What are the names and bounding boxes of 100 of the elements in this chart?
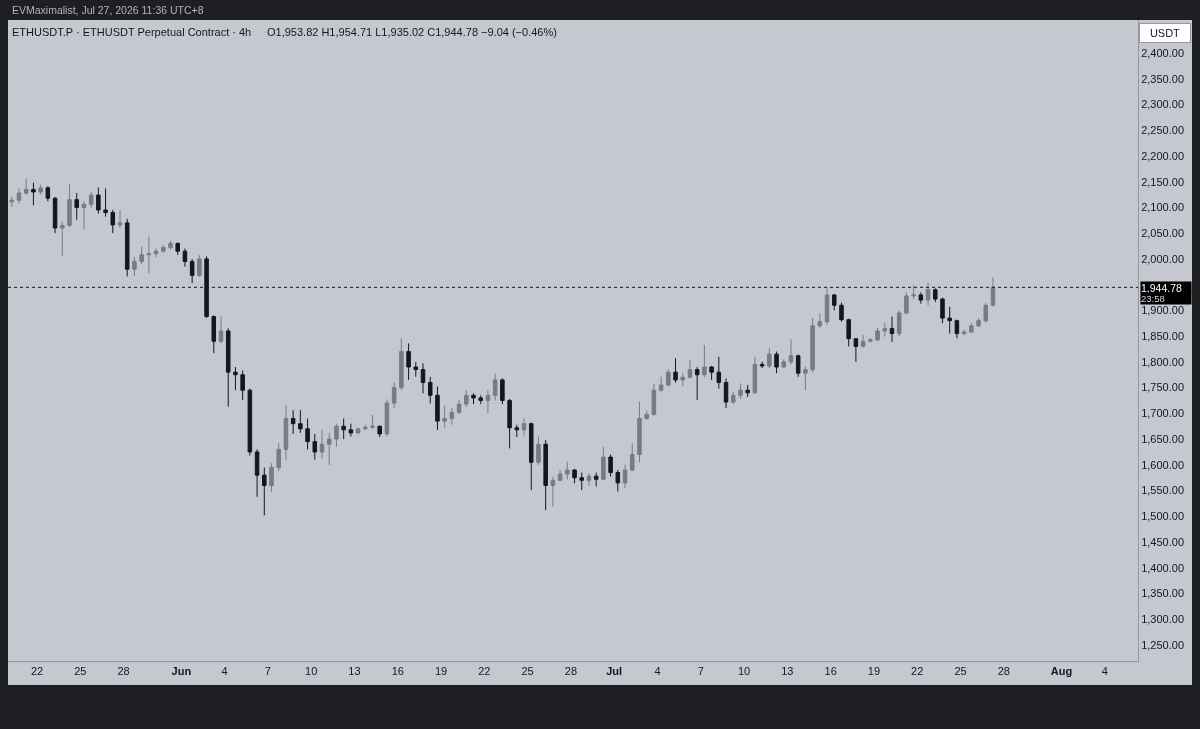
y-tick-label: 2,200.00 — [1141, 149, 1185, 162]
candlestick — [500, 377, 505, 405]
x-tick-label: 19 — [434, 665, 448, 678]
y-tick-label: 1,750.00 — [1141, 381, 1185, 394]
x-tick-label: 28 — [997, 665, 1010, 678]
candlestick — [536, 436, 541, 466]
y-tick-label: 1,850.00 — [1141, 329, 1185, 342]
candlestick — [435, 386, 440, 431]
candlestick — [846, 318, 851, 347]
candlestick — [74, 192, 79, 221]
y-tick-label: 1,550.00 — [1141, 484, 1185, 497]
candlestick — [651, 382, 657, 417]
candlestick — [882, 322, 888, 338]
candlestick — [637, 401, 642, 463]
candlestick — [673, 357, 678, 383]
candlestick — [507, 398, 512, 449]
candlestick — [622, 464, 628, 489]
x-tick-label: 22 — [30, 665, 44, 678]
candlestick — [572, 468, 577, 484]
candlestick — [839, 302, 844, 323]
candlestick — [377, 425, 382, 438]
candlestick — [60, 221, 65, 257]
candlestick — [824, 286, 830, 326]
candlestick — [197, 254, 202, 278]
x-tick-label: 10 — [305, 665, 318, 678]
candlestick — [341, 418, 346, 440]
candlestick — [225, 327, 231, 408]
candlestick — [312, 433, 318, 461]
candlestick — [565, 461, 570, 480]
x-tick-label: 19 — [867, 665, 881, 678]
candlestick — [550, 476, 556, 508]
y-tick-label: 2,000.00 — [1141, 252, 1185, 265]
y-tick-label: 1,600.00 — [1141, 458, 1185, 471]
candlestick — [413, 361, 419, 378]
candlestick — [132, 256, 137, 277]
x-tick-label: 25 — [954, 665, 967, 678]
y-tick-label: 2,400.00 — [1141, 46, 1185, 59]
candlestick — [593, 472, 599, 487]
candlestick — [868, 337, 873, 343]
candlestick — [860, 334, 866, 348]
x-tick-label: 28 — [117, 665, 130, 678]
candlestick — [709, 365, 714, 381]
y-tick-label: 1,300.00 — [1141, 613, 1185, 626]
y-tick-label: 2,150.00 — [1141, 175, 1185, 188]
candlestick — [103, 187, 108, 218]
candlestick — [189, 258, 195, 284]
candlestick — [601, 446, 606, 481]
candlestick — [168, 240, 173, 251]
candlestick — [586, 472, 592, 486]
y-tick-label: 2,300.00 — [1141, 98, 1185, 111]
x-tick-label: Aug — [1050, 665, 1073, 678]
candlestick — [218, 316, 224, 344]
candlestick — [67, 183, 72, 228]
candlestick — [875, 327, 880, 342]
candlestick — [817, 312, 823, 329]
candlestick — [969, 322, 974, 334]
candlestick — [716, 356, 722, 390]
candlestick — [276, 442, 281, 472]
candlestick — [175, 241, 180, 256]
candlestick — [954, 319, 960, 339]
candlestick — [96, 186, 101, 215]
candlestick — [464, 389, 469, 408]
candlestick — [961, 329, 967, 336]
y-tick-label: 2,250.00 — [1141, 124, 1185, 137]
candlestick — [355, 427, 361, 435]
candlestick — [16, 187, 22, 204]
candlestick — [269, 462, 274, 493]
candlestick — [543, 439, 548, 511]
candlestick — [117, 210, 123, 229]
x-tick-label: 4 — [654, 665, 661, 678]
y-tick-label: 1,650.00 — [1141, 432, 1185, 445]
candlestick — [247, 388, 253, 457]
y-tick-label: 2,050.00 — [1141, 227, 1185, 239]
candlestick — [399, 337, 404, 391]
candlestick — [940, 297, 945, 324]
candlestick — [233, 366, 238, 391]
x-tick-label: 16 — [391, 665, 404, 678]
candlestick — [319, 429, 325, 460]
candlestick — [427, 376, 433, 405]
candlestick — [139, 246, 144, 265]
candlestick — [694, 366, 700, 401]
candlestick — [363, 424, 368, 431]
candlestick — [485, 389, 491, 414]
candlestick — [831, 293, 837, 311]
candlestick — [153, 248, 159, 258]
y-tick-label: 2,100.00 — [1141, 201, 1185, 214]
candlestick — [521, 418, 527, 438]
candlestick — [680, 372, 686, 388]
candlestick — [658, 376, 664, 393]
candlestick — [161, 244, 166, 254]
x-tick-label: 25 — [521, 665, 534, 678]
candlestick — [745, 384, 750, 398]
x-tick-label: 22 — [911, 665, 924, 678]
candlestick — [788, 338, 794, 365]
candlestick — [262, 466, 267, 516]
candlestick — [730, 391, 736, 405]
candlestick — [211, 315, 217, 354]
candlestick — [976, 317, 981, 328]
candlestick — [738, 382, 743, 400]
candlestick — [702, 344, 707, 378]
